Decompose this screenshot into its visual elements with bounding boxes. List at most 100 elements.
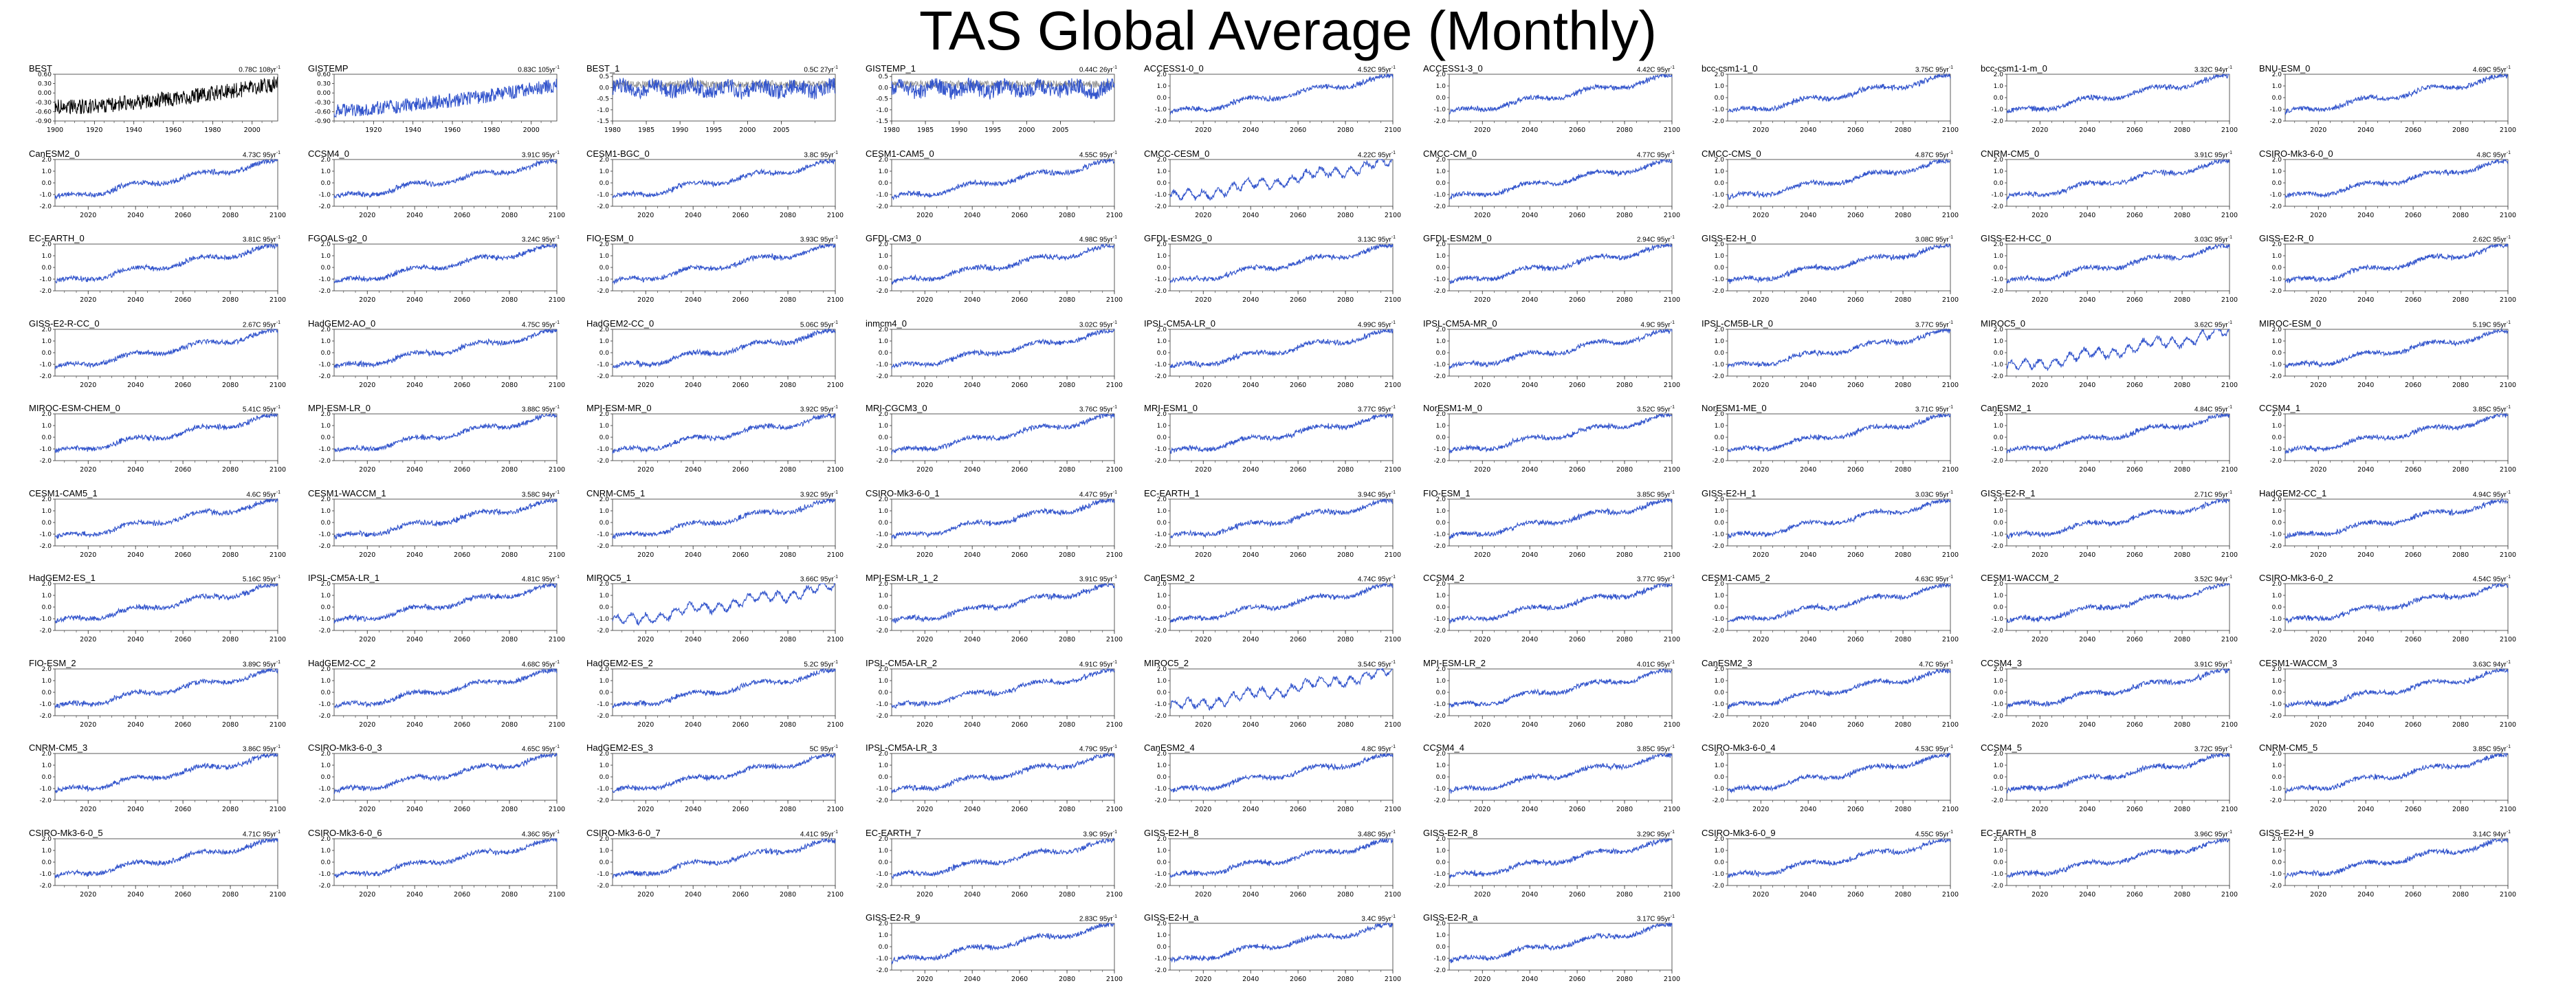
x-tick-label: 2060 [1011,212,1028,219]
panel-title: CESM1-CAM5_1 [29,488,98,498]
y-tick-label: -2.0 [1433,883,1446,890]
y-tick-label: 0.0 [42,520,52,527]
x-tick-label: 2060 [732,382,749,389]
x-tick-label: 2040 [1521,466,1538,474]
series-line [891,922,1115,965]
y-tick-label: -1.0 [318,276,331,283]
series-line [2006,668,2230,710]
chart-panel: EC-EARTH_8 3.96C 95yr-1 2.0 1.0 0.0 -1.0 -2.0 2… [1979,828,2238,905]
panel-title: IPSL-CM5A-LR_0 [1144,318,1216,329]
y-tick-label: 1.0 [1715,338,1725,345]
panel-title: HadGEM2-CC_2 [308,658,376,668]
y-tick-label: -2.0 [1154,713,1167,720]
panel-trend-label: 3.86C 95yr-1 [242,745,280,754]
panel-trend-label: 4.69C 95yr-1 [2472,65,2511,74]
plot-frame [2006,838,2230,886]
x-tick-label: 2100 [1385,976,1401,983]
panel-plot: 2.0 1.0 0.0 -1.0 -2.0 2020 2040 2060 2080 2100 [597,836,844,899]
y-tick-label: -1.0 [1154,531,1167,538]
x-tick-label: 2020 [1474,382,1490,389]
x-tick-label: 2020 [2310,721,2326,729]
x-tick-label: 2060 [1290,212,1306,219]
x-tick-label: 2100 [269,382,286,389]
panel-title: CNRM-CM5_0 [1981,148,2040,159]
y-tick-label: 2.0 [1436,327,1446,333]
x-tick-label: 2080 [501,806,518,813]
y-tick-label: -1.0 [1991,616,2003,623]
x-tick-label: 2080 [501,296,518,304]
x-tick-label: 2080 [1895,551,1911,559]
y-tick-label: 0.0 [1436,774,1446,781]
y-tick-label: 0.0 [1157,265,1167,272]
x-tick-label: 2020 [2032,466,2048,474]
y-tick-label: -1.5 [597,118,609,125]
x-tick-label: 2040 [2357,806,2374,813]
x-tick-label: 2020 [1752,721,1769,729]
y-tick-label: 2.0 [2272,327,2282,333]
x-tick-label: 2080 [501,891,518,899]
x-tick-label: 2080 [222,212,239,219]
y-tick-label: 1.0 [1157,253,1167,260]
chart-panel: MIROC5_1 3.66C 95yr-1 2.0 1.0 0.0 -1.0 -2.0 202… [585,573,844,650]
y-tick-label: 2.0 [1436,157,1446,164]
y-tick-label: 0.0 [2272,690,2282,696]
x-tick-label: 2040 [1800,212,1816,219]
x-tick-label: 2040 [1242,382,1259,389]
y-tick-label: 0.0 [2272,774,2282,781]
series-line [891,412,1115,455]
x-tick-label: 2040 [1521,126,1538,134]
y-tick-label: 2.0 [1715,751,1725,758]
panel-plot: 2.0 1.0 0.0 -1.0 -2.0 2020 2040 2060 2080 2100 [597,581,844,644]
x-tick-label: 2040 [1242,721,1259,729]
y-tick-label: 0.0 [42,774,52,781]
series-line [612,751,836,793]
plot-frame [2006,413,2230,461]
x-tick-label: 2020 [2032,551,2048,559]
x-tick-label: 2100 [2221,636,2238,644]
x-tick-label: 2040 [2357,636,2374,644]
panel-plot: 2.0 1.0 0.0 -1.0 -2.0 2020 2040 2060 2080 2100 [876,751,1123,813]
y-tick-label: 0.0 [879,944,889,951]
panel-plot: 2.0 1.0 0.0 -1.0 -2.0 2020 2040 2060 2080 2100 [1154,836,1401,899]
x-tick-label: 2020 [2310,212,2326,219]
y-tick-label: -1.0 [1433,192,1446,199]
plot-frame [1449,74,1673,122]
y-tick-label: 1.0 [42,423,52,430]
series-line [1169,922,1394,963]
x-tick-label: 2060 [1847,466,1864,474]
y-tick-label: -2.0 [1433,798,1446,804]
panel-plot: 2.0 1.0 0.0 -1.0 -2.0 2020 2040 2060 2080 2100 [1712,157,1959,219]
x-tick-label: 2040 [964,806,980,813]
x-tick-label: 2080 [222,721,239,729]
series-line [1727,838,1951,879]
x-tick-label: 2020 [637,466,654,474]
panel-trend-label: 3.93C 95yr-1 [800,235,838,244]
x-tick-label: 2100 [1106,212,1123,219]
x-tick-label: 1960 [165,126,181,134]
panel-title: CanESM2_2 [1144,573,1195,583]
x-tick-label: 2080 [2174,126,2190,134]
plot-frame [2285,159,2509,207]
y-tick-label: 1.0 [879,678,889,685]
series-line [891,243,1115,285]
panel-title: GISS-E2-R_0 [2259,233,2314,243]
panel-title: HadGEM2-CC_1 [2259,488,2327,498]
x-tick-label: 2020 [916,466,933,474]
x-tick-label: 2060 [732,551,749,559]
panel-title: ACCESS1-3_0 [1423,63,1483,74]
x-tick-label: 2040 [406,212,423,219]
x-tick-label: 2080 [1059,296,1075,304]
x-tick-label: 2020 [1195,212,1211,219]
x-tick-label: 2040 [127,636,144,644]
chart-panel: MRI-ESM1_0 3.77C 95yr-1 2.0 1.0 0.0 -1.0 -2.0 2… [1143,403,1401,481]
y-tick-label: 2.0 [1436,581,1446,588]
x-tick-label: 2060 [1569,296,1585,304]
y-tick-label: 1.0 [1715,168,1725,175]
x-tick-label: 2020 [916,721,933,729]
chart-panel: HadGEM2-CC_1 4.94C 95yr-1 2.0 1.0 0.0 -1.0 -2.… [2258,488,2516,566]
y-tick-label: 2.0 [599,496,610,503]
y-tick-label: -2.0 [1154,628,1167,635]
panel-trend-label: 2.94C 95yr-1 [1636,235,1675,244]
x-tick-label: 1990 [672,126,688,134]
